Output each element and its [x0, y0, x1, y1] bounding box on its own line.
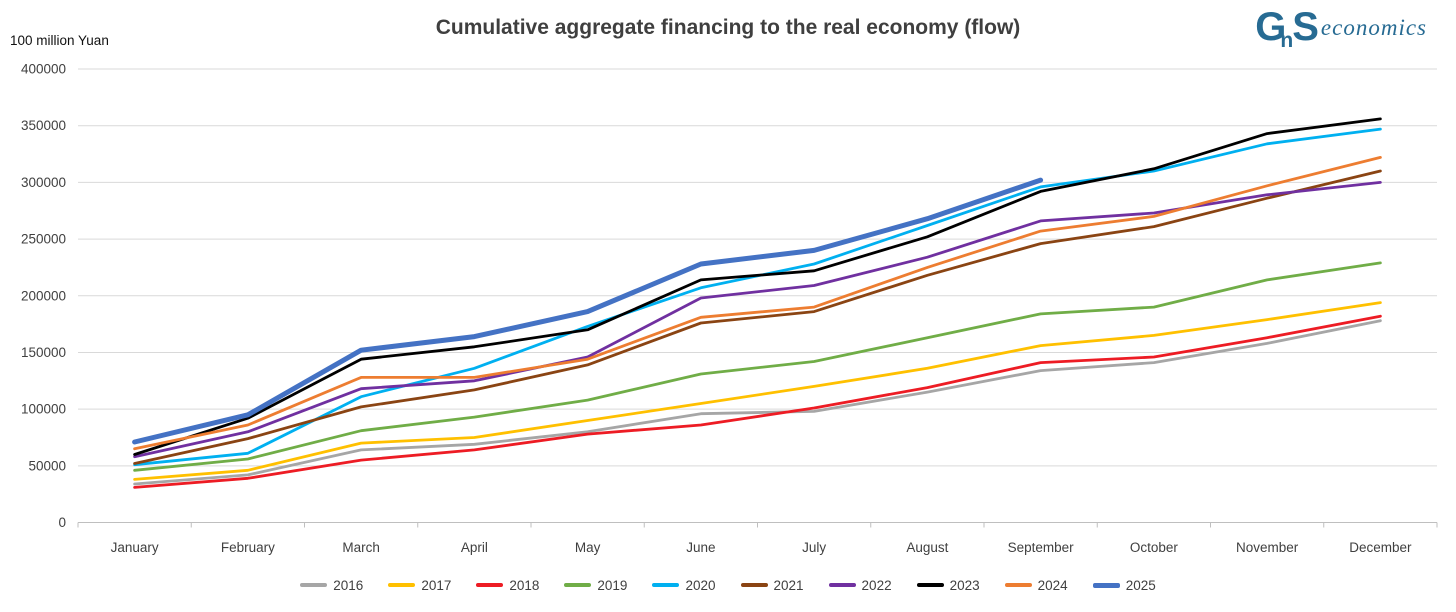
legend-item-2018: 2018: [476, 578, 539, 593]
chart-title: Cumulative aggregate financing to the re…: [435, 16, 1021, 39]
series-line-2018: [133, 314, 1382, 489]
y-axis-tick-label: 350000: [21, 118, 66, 133]
y-axis-tick-label: 0: [58, 515, 66, 530]
y-axis-tick-label: 300000: [21, 175, 66, 190]
legend-item-2019: 2019: [564, 578, 627, 593]
legend-label: 2019: [597, 577, 628, 593]
series-line-2023: [133, 117, 1382, 456]
legend-swatch-2018: [476, 583, 504, 587]
legend-swatch-2024: [1004, 583, 1032, 587]
legend-label: 2018: [509, 577, 540, 593]
x-axis-month-label: February: [221, 540, 275, 555]
legend-label: 2020: [685, 577, 716, 593]
legend-swatch-2020: [652, 583, 680, 587]
legend-item-2017: 2017: [388, 578, 451, 593]
legend-swatch-2022: [828, 583, 856, 587]
legend-item-2016: 2016: [300, 578, 363, 593]
legend-item-2023: 2023: [916, 577, 980, 593]
x-axis-month-label: June: [686, 540, 715, 555]
y-axis-tick-label: 200000: [21, 288, 66, 303]
series-line-2016: [133, 319, 1382, 486]
x-axis-month-label: November: [1236, 540, 1299, 555]
legend-label: 2021: [773, 577, 804, 593]
legend-swatch-2025: [1092, 582, 1120, 588]
logo-letter-n: n: [1280, 29, 1294, 52]
x-axis-month-label: May: [575, 540, 601, 555]
legend-label: 2025: [1125, 577, 1156, 593]
y-axis-tick-label: 150000: [21, 345, 66, 360]
x-axis-month-label: October: [1130, 540, 1179, 555]
legend-swatch-2016: [300, 583, 328, 587]
legend-label: 2023: [949, 577, 980, 593]
legend-swatch-2021: [740, 583, 768, 587]
gns-economics-logo: GnS economics: [1255, 4, 1427, 52]
logo-letter-s: S: [1292, 5, 1319, 49]
legend-label: 2024: [1037, 577, 1068, 593]
x-axis-month-label: March: [342, 540, 380, 555]
x-axis-month-label: August: [906, 540, 948, 555]
legend-item-2021: 2021: [740, 577, 804, 593]
series-line-2017: [133, 301, 1382, 481]
logo-letter-g: G: [1255, 5, 1286, 49]
legend-label: 2016: [333, 577, 364, 593]
legend-swatch-2019: [564, 583, 592, 587]
legend-swatch-2023: [916, 583, 944, 587]
legend-item-2022: 2022: [828, 577, 892, 593]
legend-item-2020: 2020: [652, 577, 716, 593]
legend-swatch-2017: [388, 583, 416, 587]
series-line-2019: [133, 261, 1382, 472]
y-axis-tick-label: 400000: [21, 62, 66, 77]
x-axis-month-label: September: [1008, 540, 1075, 555]
legend-item-2024: 2024: [1004, 577, 1068, 593]
y-axis-tick-label: 50000: [28, 458, 66, 473]
legend-label: 2017: [421, 577, 452, 593]
legend-item-2025: 2025: [1092, 577, 1156, 593]
series-line-2024: [133, 155, 1382, 451]
y-axis-tick-label: 100000: [21, 402, 66, 417]
x-axis-month-label: December: [1349, 540, 1412, 555]
series-line-2021: [133, 169, 1382, 465]
y-axis-unit-label: 100 million Yuan: [10, 33, 109, 48]
y-axis-tick-label: 250000: [21, 232, 66, 247]
x-axis-month-label: April: [461, 540, 488, 555]
x-axis-month-label: July: [802, 540, 826, 555]
x-axis-month-label: January: [111, 540, 159, 555]
logo-economics-text: economics: [1320, 15, 1427, 40]
series-line-2025: [132, 177, 1044, 445]
chart-legend: 2016 2017 2018 2019 2020 2021 2022 2023 2024 2025: [0, 571, 1456, 599]
legend-label: 2022: [861, 577, 892, 593]
